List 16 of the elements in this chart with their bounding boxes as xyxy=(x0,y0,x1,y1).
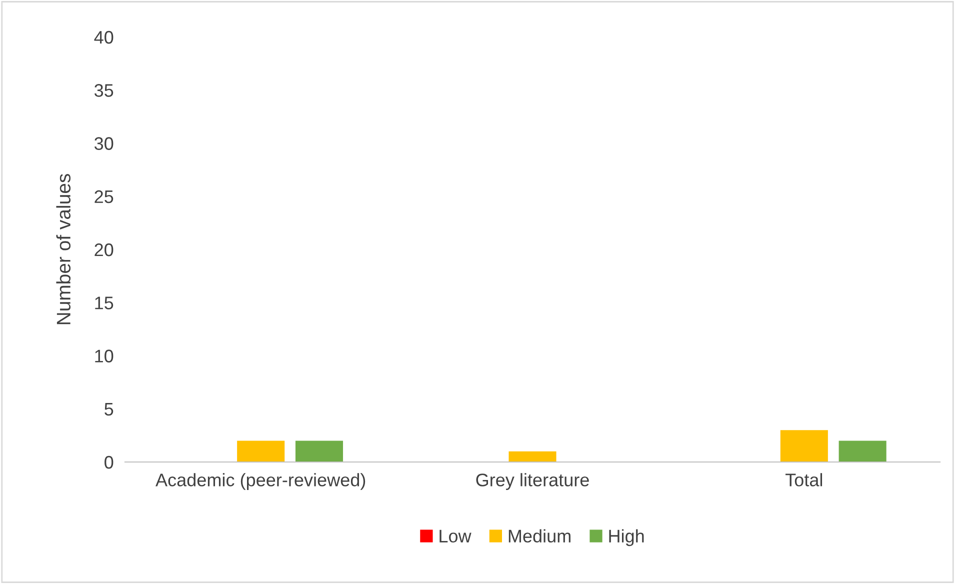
y-tick-label: 35 xyxy=(94,84,114,97)
y-tick-label: 30 xyxy=(94,137,114,150)
x-tick-label: Total xyxy=(786,473,822,486)
legend-label: Medium xyxy=(508,529,570,543)
y-tick-label: 40 xyxy=(94,30,114,44)
legend-label: Low xyxy=(440,530,472,543)
y-tick-label: 20 xyxy=(94,243,114,256)
y-tick-label: 5 xyxy=(104,402,114,416)
legend-label: High xyxy=(609,529,644,546)
x-tick-label: Academic (peer-reviewed) xyxy=(156,473,366,490)
y-axis-title: Number of values xyxy=(56,174,71,324)
y-tick-label: 15 xyxy=(95,296,114,310)
y-tick-label: 10 xyxy=(95,350,114,362)
x-tick-label: Grey literature xyxy=(476,473,589,490)
y-tick-label: 0 xyxy=(104,456,114,469)
y-tick-label: 25 xyxy=(94,190,114,204)
